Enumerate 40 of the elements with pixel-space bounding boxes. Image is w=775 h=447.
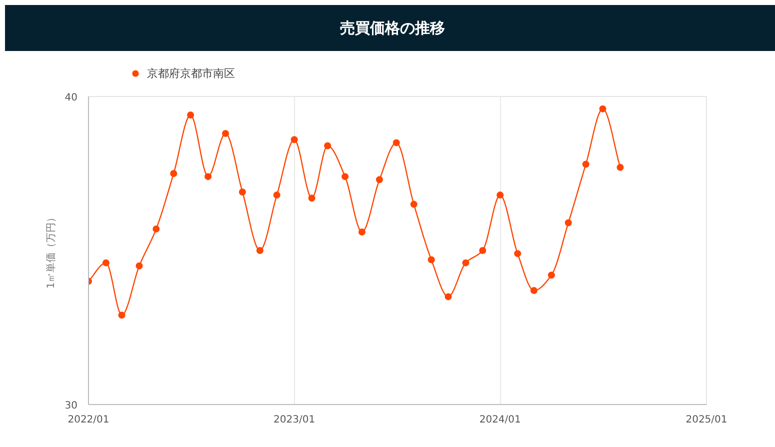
point [222,130,230,137]
x-tick-label: 2023/01 [274,414,316,426]
point [496,192,504,199]
point [204,173,212,180]
x-tick-label: 2025/01 [686,414,728,426]
point [152,225,160,232]
point [444,293,452,300]
point [392,139,400,146]
x-tick-label: 2024/01 [479,414,521,426]
point [273,192,280,199]
point [376,176,383,184]
point [616,164,624,171]
point [410,200,418,208]
point [564,219,572,226]
point [170,170,178,177]
point [102,259,110,266]
point [514,250,522,258]
point [324,142,332,150]
point [462,259,470,266]
point [187,111,194,118]
y-tick-label: 30 [64,400,78,412]
point [118,312,126,319]
chart-title: 売買価格の推移 [340,18,445,39]
point [136,262,143,270]
y-tick-label: 40 [64,92,78,104]
point [479,247,486,254]
point [290,136,298,144]
point [308,194,316,202]
point [238,188,246,196]
point [256,247,264,254]
point [599,105,606,112]
point [342,173,349,180]
point [548,272,555,279]
point [358,228,366,236]
x-tick-label: 2022/01 [68,414,110,426]
point [428,256,435,264]
legend-label: 京都府京都市南区 [147,66,235,80]
y-axis-title: 1㎡単価（万円） [46,212,57,289]
point [582,160,590,168]
point [530,287,538,294]
